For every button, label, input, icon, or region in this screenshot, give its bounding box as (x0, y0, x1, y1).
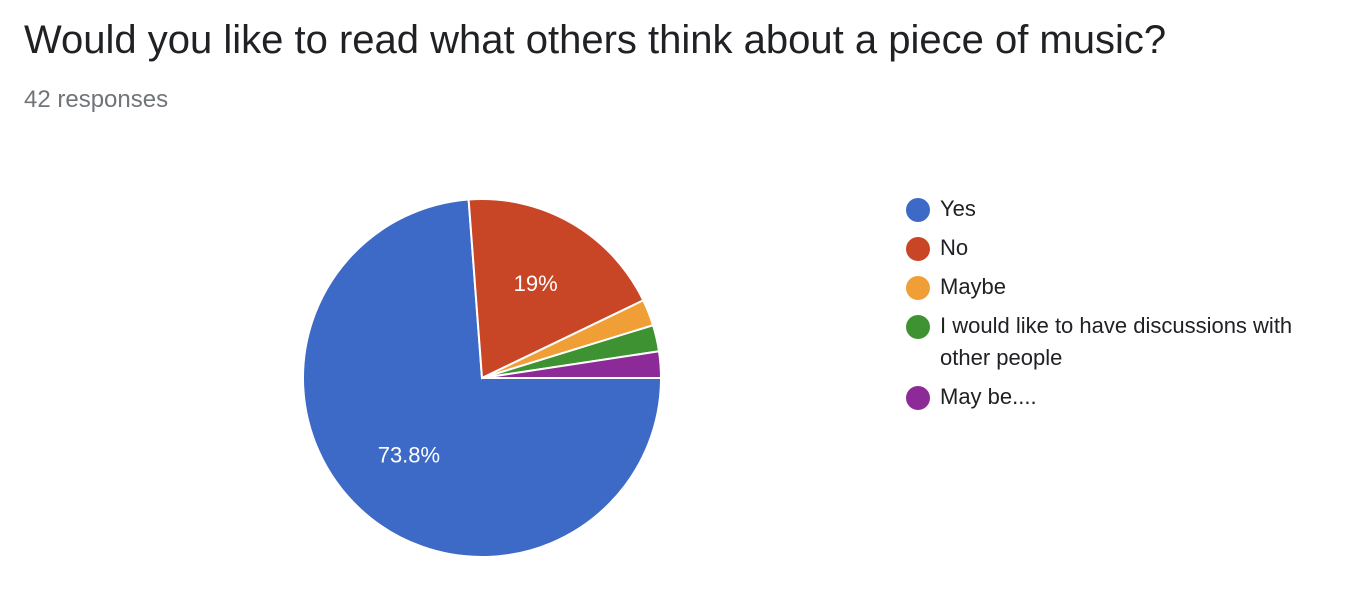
pie-slice-label-0: 73.8% (378, 443, 440, 468)
pie-slice-4 (481, 350, 663, 379)
pie-slice-label-1: 19% (514, 271, 558, 296)
legend-item-4: May be.... (906, 384, 1346, 413)
legend-label: Yes (940, 196, 976, 221)
legend-item-2: Maybe (906, 274, 1346, 303)
legend-label: I would like to have discussions with ot… (940, 313, 1293, 370)
legend-item-3: I would like to have discussions with ot… (906, 313, 1346, 374)
legend-label: Maybe (940, 274, 1007, 299)
legend-swatch (906, 315, 930, 339)
legend-swatch (906, 198, 930, 222)
chart-legend: Yes No Maybe I would like to have discussio… (906, 196, 1346, 423)
legend-swatch (906, 276, 930, 300)
legend-item-1: No (906, 235, 1346, 264)
chart-title: Would you like to read what others think… (24, 18, 1167, 62)
legend-swatch (906, 386, 930, 410)
legend-item-0: Yes (906, 196, 1346, 225)
pie-slice-1 (467, 198, 645, 380)
legend-label: No (940, 235, 969, 260)
response-count: 42 responses (24, 86, 169, 113)
legend-label: May be.... (940, 384, 1037, 409)
legend-swatch (906, 237, 930, 261)
